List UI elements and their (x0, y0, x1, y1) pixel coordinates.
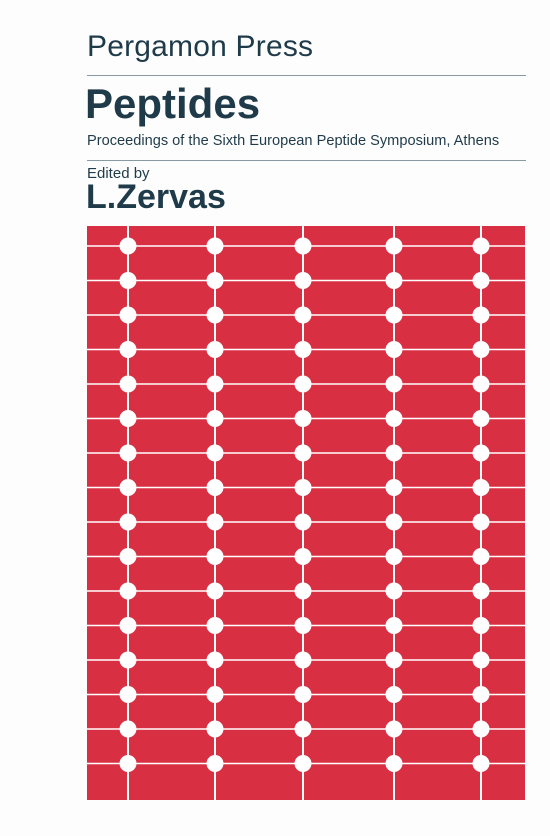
cover-artwork (87, 226, 525, 800)
atom-node (472, 479, 490, 496)
atom-node (294, 272, 312, 289)
atom-node (385, 479, 403, 496)
atom-node (472, 513, 490, 531)
atom-node (294, 513, 312, 531)
divider-bottom (87, 160, 526, 161)
publisher-name: Pergamon Press (87, 30, 314, 63)
atom-node (119, 479, 137, 496)
atom-node (294, 755, 312, 772)
divider-top (87, 75, 526, 76)
atom-node (119, 513, 137, 531)
atom-node (472, 651, 490, 669)
atom-node (294, 548, 312, 565)
atom-node (294, 341, 312, 358)
atom-node (206, 306, 224, 324)
atom-node (119, 617, 137, 634)
atom-node (472, 272, 490, 289)
atom-node (385, 410, 403, 427)
atom-node (119, 306, 137, 324)
atom-node (385, 582, 403, 600)
atom-node (206, 686, 224, 703)
atom-node (294, 651, 312, 669)
atom-node (206, 237, 224, 255)
atom-node (294, 375, 312, 393)
atom-node (206, 479, 224, 496)
atom-node (206, 617, 224, 634)
atom-node (385, 272, 403, 289)
atom-node (472, 237, 490, 255)
atom-node (206, 444, 224, 462)
atom-node (472, 686, 490, 703)
atom-node (472, 582, 490, 600)
atom-node (294, 306, 312, 324)
atom-node (385, 720, 403, 738)
atom-node (385, 513, 403, 531)
peptide-chain-pattern-icon (87, 226, 525, 800)
atom-node (294, 720, 312, 738)
atom-node (472, 375, 490, 393)
atom-node (206, 513, 224, 531)
atom-node (119, 237, 137, 255)
atom-node (385, 341, 403, 358)
atom-node (472, 755, 490, 772)
atom-node (119, 651, 137, 669)
atom-node (472, 617, 490, 634)
atom-node (472, 306, 490, 324)
atom-node (385, 686, 403, 703)
atom-node (385, 375, 403, 393)
atom-node (294, 237, 312, 255)
atom-node (206, 582, 224, 600)
atom-node (385, 237, 403, 255)
atom-node (119, 582, 137, 600)
atom-node (294, 479, 312, 496)
atom-node (385, 755, 403, 772)
atom-node (119, 410, 137, 427)
atom-node (472, 548, 490, 565)
atom-node (206, 548, 224, 565)
atom-node (119, 272, 137, 289)
atom-node (294, 686, 312, 703)
atom-node (119, 686, 137, 703)
atom-node (119, 720, 137, 738)
atom-node (385, 651, 403, 669)
atom-node (206, 410, 224, 427)
atom-node (472, 720, 490, 738)
atom-node (385, 444, 403, 462)
atom-node (119, 341, 137, 358)
atom-node (294, 444, 312, 462)
atom-node (119, 755, 137, 772)
atom-node (119, 548, 137, 565)
atom-node (294, 410, 312, 427)
book-subtitle: Proceedings of the Sixth European Peptid… (87, 133, 500, 149)
atom-node (385, 617, 403, 634)
atom-node (472, 444, 490, 462)
atom-node (206, 272, 224, 289)
atom-node (472, 410, 490, 427)
atom-node (294, 617, 312, 634)
atom-node (119, 375, 137, 393)
atom-node (206, 341, 224, 358)
editor-name: L.Zervas (86, 178, 226, 216)
atom-node (206, 720, 224, 738)
edited-by-label: Edited by (87, 165, 150, 182)
atom-node (206, 755, 224, 772)
atom-node (294, 582, 312, 600)
atom-node (472, 341, 490, 358)
atom-node (206, 375, 224, 393)
atom-node (206, 651, 224, 669)
atom-node (385, 548, 403, 565)
atom-node (119, 444, 137, 462)
atom-node (385, 306, 403, 324)
book-title: Peptides (85, 80, 261, 127)
